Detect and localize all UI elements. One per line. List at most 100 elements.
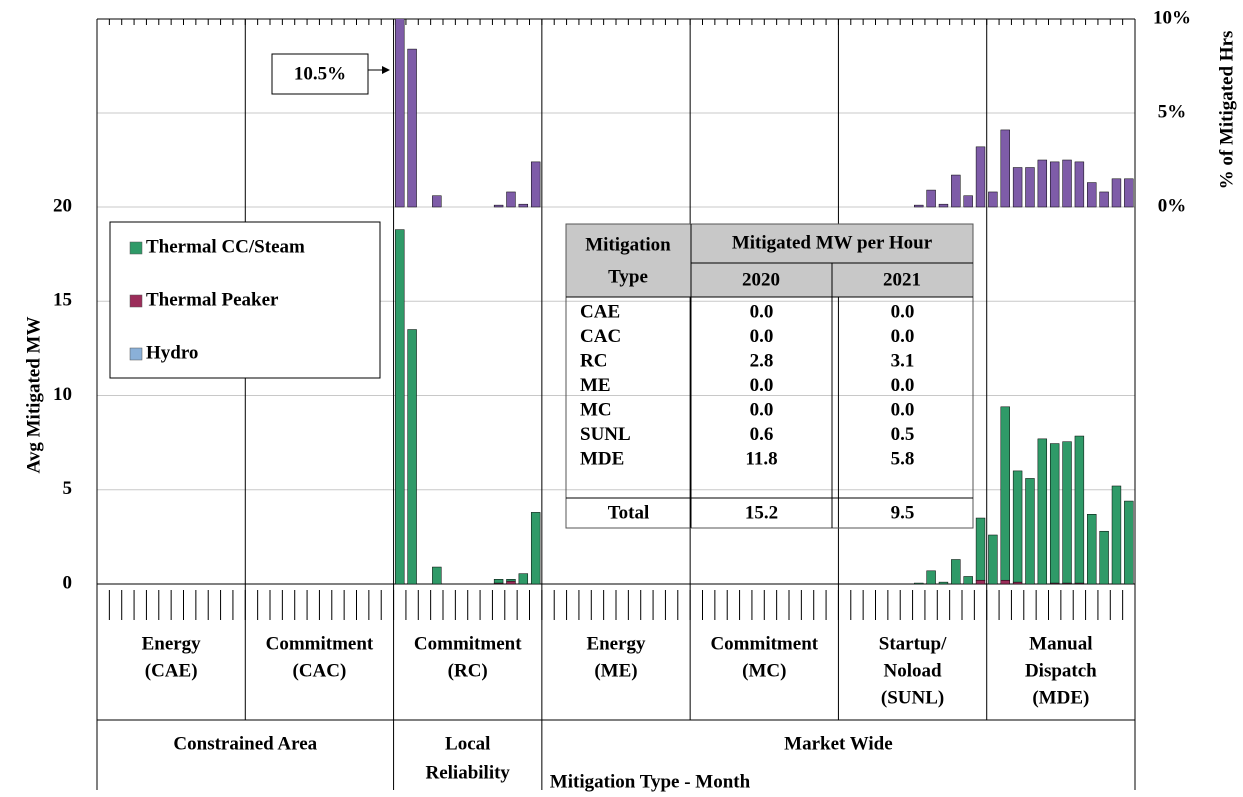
- pct-bar: [1012, 167, 1023, 208]
- table-cell: 0.0: [891, 301, 915, 322]
- table-cell: 3.1: [891, 350, 915, 371]
- table-cell: 15.2: [745, 502, 778, 523]
- bar: [1049, 443, 1060, 584]
- bar: [1012, 470, 1023, 583]
- clip-group: [1124, 178, 1134, 208]
- pct-bar: [1087, 182, 1097, 208]
- bar: [1087, 514, 1097, 585]
- bar: [1062, 441, 1072, 584]
- group-label: (MC): [742, 660, 786, 681]
- pct-bar: [926, 189, 936, 208]
- table-cell: MDE: [580, 448, 624, 469]
- group-label: Commitment: [414, 633, 522, 654]
- legend-box: [109, 221, 381, 379]
- pct-bar: [1111, 178, 1122, 208]
- table-cell: Total: [608, 502, 650, 523]
- section-label: Constrained Area: [173, 733, 317, 754]
- clip-group: [926, 189, 936, 208]
- pct-bar: [975, 146, 986, 208]
- table-cell: 0.6: [750, 424, 774, 445]
- bar: [1000, 406, 1010, 581]
- pct-bar: [988, 191, 998, 208]
- bar: [988, 534, 998, 585]
- clip-group: [1025, 167, 1035, 208]
- y-tick-label: 15: [53, 290, 72, 311]
- pct-bar: [395, 19, 405, 208]
- bar: [1111, 485, 1122, 585]
- bar: [506, 579, 516, 582]
- table-cell: 0.0: [750, 375, 774, 396]
- clip-group: [914, 204, 924, 208]
- group-label: Noload: [884, 660, 943, 681]
- table-header: 2020: [742, 269, 780, 290]
- table-cell: SUNL: [580, 424, 631, 445]
- table-header: Mitigated MW per Hour: [732, 232, 933, 253]
- clip-group: [1111, 178, 1122, 208]
- table-cell: CAC: [580, 326, 621, 347]
- clip-group: [963, 195, 973, 208]
- bar: [938, 581, 949, 585]
- legend-swatch: [129, 241, 143, 255]
- table-cell: 0.0: [750, 326, 774, 347]
- section-label: Market Wide: [784, 733, 893, 754]
- bar: [975, 579, 986, 585]
- legend-label: Thermal Peaker: [146, 289, 279, 310]
- clip-group: [1012, 167, 1023, 208]
- clip-group: [938, 203, 949, 208]
- bar: [1099, 530, 1109, 585]
- pct-bar: [407, 48, 417, 208]
- group-label: Commitment: [266, 633, 374, 654]
- pct-bar: [1099, 191, 1109, 208]
- x-axis-title: Mitigation Type - Month: [550, 771, 751, 792]
- clip-group: [432, 195, 442, 208]
- pct-bar: [530, 161, 541, 208]
- bar: [1074, 435, 1085, 584]
- group-label: Energy: [586, 633, 646, 654]
- group-label: (CAE): [145, 660, 198, 681]
- table-cell: RC: [580, 350, 607, 371]
- table-cell: 2.8: [750, 350, 774, 371]
- bar: [1000, 579, 1010, 585]
- y2-tick-label: 5%: [1158, 101, 1187, 122]
- bar: [914, 582, 924, 585]
- group-label: (MDE): [1032, 687, 1089, 708]
- pct-bar: [938, 203, 949, 208]
- clip-group: [1074, 161, 1085, 208]
- pct-bar: [506, 191, 516, 208]
- bar: [1037, 438, 1048, 585]
- group-label: Manual: [1029, 633, 1092, 654]
- bar: [926, 570, 936, 585]
- clip-group: [493, 204, 504, 208]
- pct-bar: [1025, 167, 1035, 208]
- bar: [506, 580, 516, 585]
- y-tick-label: 10: [53, 384, 72, 405]
- table-cell: 0.0: [891, 326, 915, 347]
- legend-label: Thermal CC/Steam: [146, 236, 305, 257]
- group-label: Energy: [142, 633, 202, 654]
- bar: [1025, 478, 1035, 585]
- clip-group: [506, 191, 516, 208]
- table-header: Type: [608, 266, 648, 287]
- y2-axis-title: % of Mitigated Hrs: [1216, 31, 1237, 190]
- clip-group: [988, 191, 998, 208]
- section-label: Local: [445, 733, 490, 754]
- y2-tick-label: 10%: [1153, 7, 1191, 28]
- pct-bar: [914, 204, 924, 208]
- pct-bar: [1049, 161, 1060, 208]
- group-label: (RC): [448, 660, 488, 681]
- bar: [963, 576, 973, 585]
- clip-group: [975, 146, 986, 208]
- bar: [530, 512, 541, 585]
- annotation: 10.5%: [294, 63, 346, 84]
- table-header-bg: [566, 224, 973, 297]
- bar: [395, 229, 405, 585]
- clip-group: [1087, 182, 1097, 208]
- clip-group: [407, 48, 417, 208]
- pct-bar: [432, 195, 442, 208]
- y-tick-label: 5: [63, 478, 73, 499]
- pct-bar: [951, 174, 961, 208]
- table-cell: 0.0: [750, 301, 774, 322]
- bar: [493, 579, 504, 584]
- group-label: (CAC): [293, 660, 347, 681]
